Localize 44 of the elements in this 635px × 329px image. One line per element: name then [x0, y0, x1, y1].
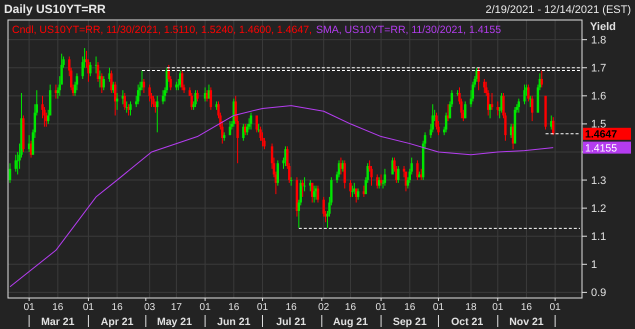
y-tick-label: 1.6 — [591, 90, 606, 103]
y-axis-title: Yield — [590, 20, 616, 33]
x2-tick-label: Jul 21 — [276, 316, 306, 328]
x-tick-label: 16 — [286, 302, 298, 313]
text: 1.4647 — [585, 128, 618, 140]
y-tick-label: 0.9 — [591, 287, 606, 300]
y-tick-label: 1.8 — [591, 34, 606, 47]
x-tick-label: 18 — [465, 302, 477, 313]
x-tick-label: 01 — [432, 302, 444, 313]
x2-tick-label: Nov 21 — [509, 316, 544, 328]
x-tick-label: 17 — [170, 302, 182, 313]
chart-title: Daily US10YT=RR — [4, 2, 106, 16]
x-tick-label: 01 — [256, 302, 268, 313]
x-tick-label: 01 — [200, 302, 212, 313]
x-tick-label: 01 — [550, 302, 562, 313]
x-tick-label: 16 — [520, 302, 532, 313]
x2-tick-label: Mar 21 — [41, 316, 75, 328]
y-tick-label: 1.2 — [591, 202, 606, 215]
text: SMA, US10YT=RR, 11/30/2021, 1.4155 — [316, 24, 502, 36]
x-tick-label: 01 — [82, 302, 94, 313]
y-tick-label: 1.7 — [591, 62, 606, 75]
y-tick-label: 1 — [591, 259, 598, 272]
text: Cndl, US10YT=RR, 11/30/2021, 1.5110, 1.5240, 1.4600, 1.4647, — [12, 24, 312, 36]
chart-subtitle: 2/19/2021 - 12/14/2021 (EST) — [485, 4, 631, 16]
text: 1.4155 — [585, 142, 618, 154]
x2-tick-label: Jun 21 — [217, 316, 251, 328]
x2-tick-label: Apr 21 — [100, 316, 134, 328]
x2-tick-label: Sep 21 — [392, 316, 427, 328]
x-tick-label: 01 — [376, 302, 388, 313]
x-tick-label: 03 — [144, 302, 156, 313]
x-tick-label: 16 — [112, 302, 124, 313]
x-tick-label: 16 — [228, 302, 240, 313]
y-tick-label: 1.5 — [591, 118, 606, 131]
x-tick-label: 16 — [344, 302, 356, 313]
x2-tick-label: Oct 21 — [451, 316, 484, 328]
x-tick-label: 16 — [52, 302, 64, 313]
x-tick-label: 02 — [318, 302, 330, 313]
x-tick-label: 01 — [24, 302, 36, 313]
x2-tick-label: May 21 — [156, 316, 192, 328]
x2-tick-label: Aug 21 — [332, 316, 368, 328]
x-tick-label: 01 — [492, 302, 504, 313]
y-tick-label: 1.1 — [591, 231, 606, 244]
y-tick-label: 1.3 — [591, 174, 606, 187]
x-tick-label: 16 — [404, 302, 416, 313]
